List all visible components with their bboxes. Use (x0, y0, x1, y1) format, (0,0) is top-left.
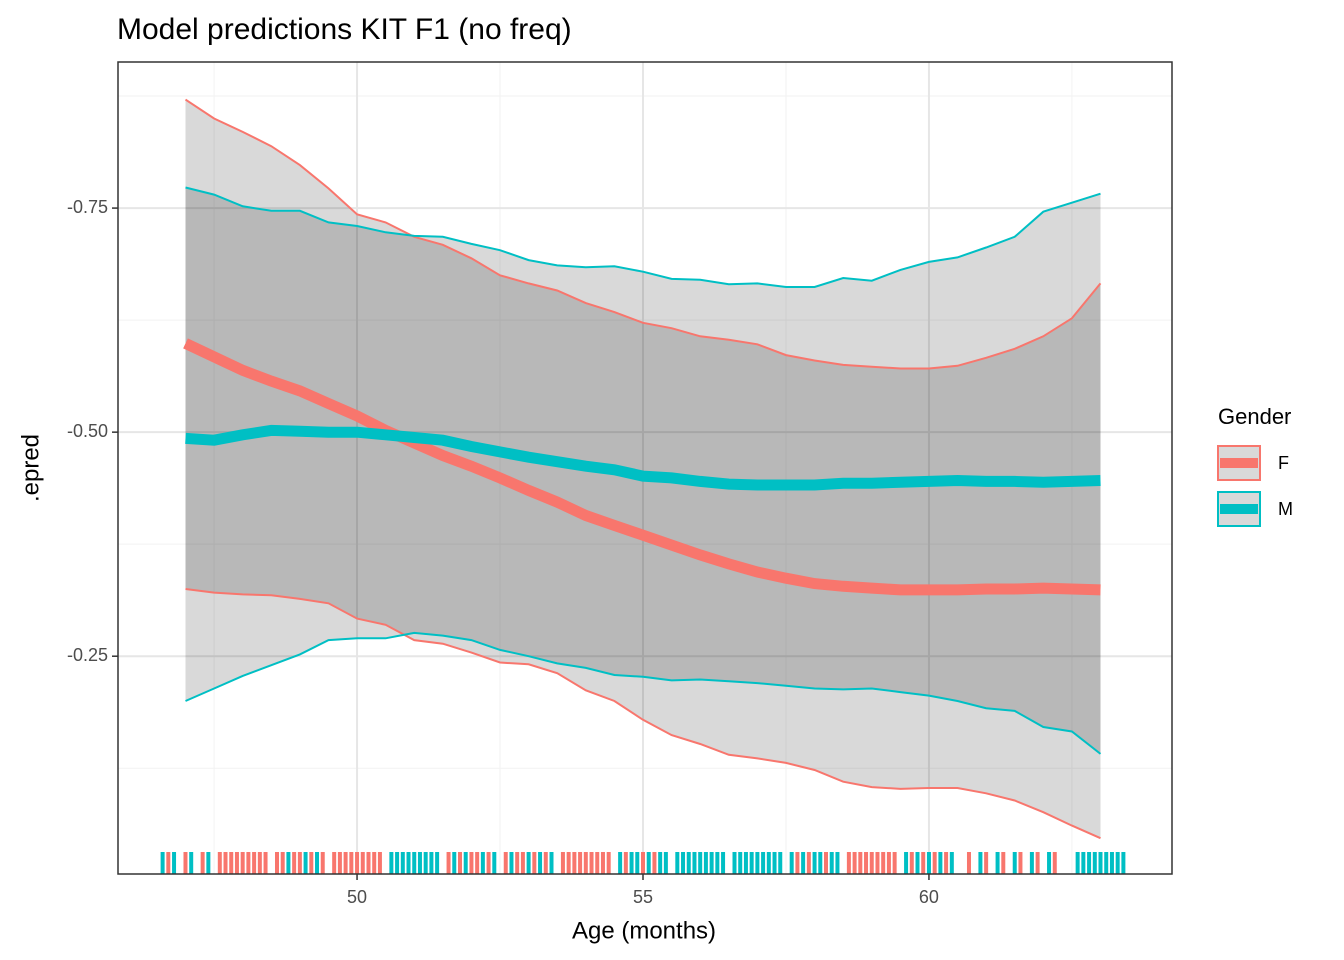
y-tick-label: -0.50 (67, 421, 108, 441)
ci-edge (185, 588, 1101, 840)
legend-label: M (1278, 499, 1293, 519)
y-axis-label: .epred (17, 434, 44, 502)
ci-edge (185, 631, 1102, 755)
x-tick-label: 50 (347, 887, 367, 907)
legend-label: F (1278, 453, 1289, 473)
ci-edge (185, 186, 1101, 288)
ci-ribbon (185, 99, 1101, 839)
legend-title: Gender (1218, 404, 1291, 429)
x-axis-label: Age (months) (572, 917, 716, 944)
chart-title: Model predictions KIT F1 (no freq) (117, 13, 572, 46)
x-tick-label: 60 (919, 887, 939, 907)
y-tick-label: -0.25 (67, 645, 108, 665)
ci-edge (184, 98, 1102, 370)
mean-line (183, 338, 1101, 596)
y-tick-label: -0.75 (67, 197, 108, 217)
mean-line (185, 424, 1101, 491)
panel-border (117, 61, 1173, 875)
x-tick-label: 55 (633, 887, 653, 907)
